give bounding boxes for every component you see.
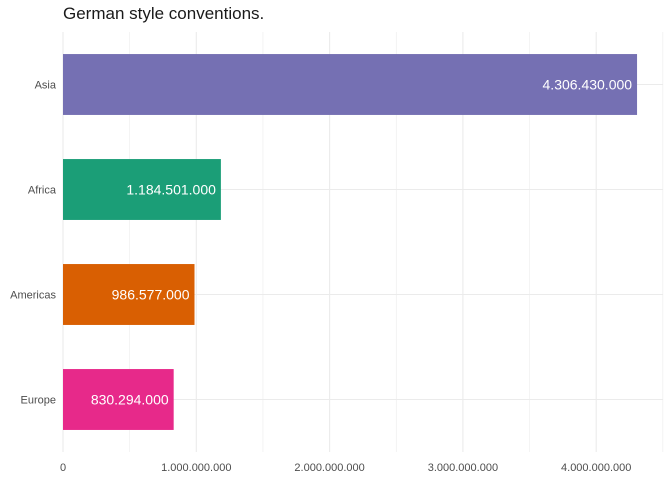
x-tick-label: 3.000.000.000 bbox=[428, 462, 498, 474]
bar-africa bbox=[63, 159, 221, 220]
x-tick-label: 2.000.000.000 bbox=[294, 462, 364, 474]
category-label-americas: Americas bbox=[10, 290, 56, 302]
axis-layer: Asia Africa Americas Europe 0 1.000.000.000 2.… bbox=[10, 80, 631, 475]
bar-europe bbox=[63, 369, 174, 430]
data-label-europe: 830.294.000 bbox=[91, 392, 169, 408]
label-layer: 4.306.430.000 1.184.501.000 986.577.000 830… bbox=[91, 77, 632, 408]
category-label-europe: Europe bbox=[21, 395, 56, 407]
category-label-asia: Asia bbox=[35, 80, 57, 92]
bar-asia bbox=[63, 54, 638, 115]
category-label-africa: Africa bbox=[28, 185, 57, 197]
chart-title: German style conventions. bbox=[63, 4, 265, 23]
x-tick-label: 4.000.000.000 bbox=[561, 462, 631, 474]
bar-layer bbox=[63, 54, 638, 430]
bar-americas bbox=[63, 264, 195, 325]
x-tick-label: 0 bbox=[60, 462, 66, 474]
data-label-americas: 986.577.000 bbox=[112, 287, 190, 303]
data-label-asia: 4.306.430.000 bbox=[543, 77, 633, 93]
x-tick-label: 1.000.000.000 bbox=[161, 462, 231, 474]
data-label-africa: 1.184.501.000 bbox=[126, 182, 216, 198]
